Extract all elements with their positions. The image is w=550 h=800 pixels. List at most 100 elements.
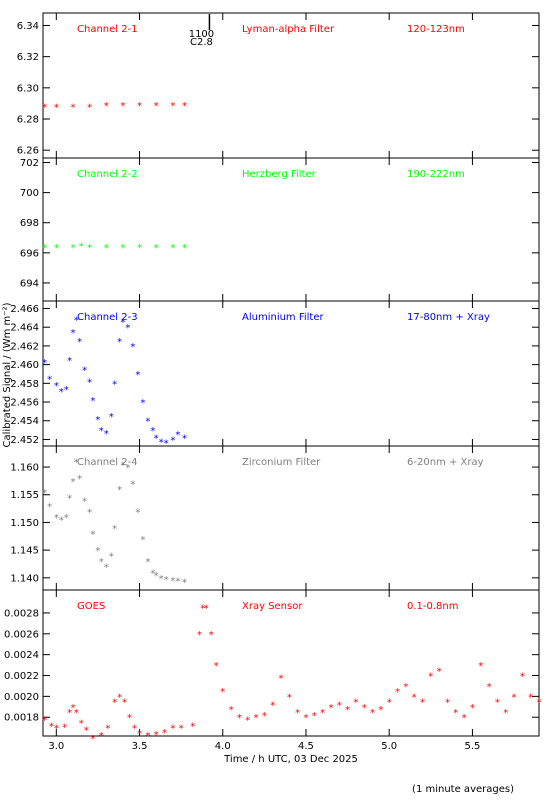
panel-2: 694 696 698 700 702 Channel 2-2 Herzberg Filte… <box>20 157 540 302</box>
data-point: * <box>170 724 175 735</box>
data-point: * <box>70 243 75 254</box>
data-point: * <box>495 698 500 709</box>
data-point: * <box>42 488 47 499</box>
data-point: * <box>470 703 475 714</box>
data-point: * <box>112 524 117 535</box>
y-tick-label: 6.26 <box>17 146 39 157</box>
data-point: * <box>270 701 275 712</box>
data-point: * <box>87 103 92 114</box>
data-point: * <box>320 708 325 719</box>
data-point: * <box>378 705 383 716</box>
data-point: * <box>84 726 89 737</box>
data-point: * <box>42 715 47 726</box>
y-tick-label: 1.150 <box>10 518 39 529</box>
data-point: * <box>112 698 117 709</box>
y-tick-label: 700 <box>20 188 39 199</box>
data-point: * <box>328 703 333 714</box>
channel-label: GOES <box>77 601 105 612</box>
filter-label: Zirconium Filter <box>242 457 321 468</box>
data-point: * <box>154 101 159 112</box>
chart-panels: 6.26 6.28 6.30 6.32 6.34 Channel 2-1 Lyman-alp… <box>4 12 542 745</box>
y-tick-label: 0.0024 <box>4 650 39 661</box>
data-point: * <box>74 708 79 719</box>
data-point: * <box>132 724 137 735</box>
panel-frame <box>42 589 540 737</box>
data-point: * <box>77 474 82 485</box>
y-tick-label: 0.0026 <box>4 629 39 640</box>
data-point: * <box>122 698 127 709</box>
y-tick-label: 2.464 <box>10 323 39 334</box>
flare-marker-class: C2.8 <box>190 37 213 48</box>
y-tick-label: 702 <box>20 158 39 169</box>
data-point: * <box>90 734 95 745</box>
footnote: (1 minute averages) <box>412 784 514 795</box>
data-point: * <box>67 708 72 719</box>
data-point: * <box>262 711 267 722</box>
flare-marker-time: 1100 <box>189 29 214 40</box>
data-point: * <box>170 101 175 112</box>
x-axis-label: Time / h UTC, 03 Dec 2025 <box>223 754 358 765</box>
data-point: * <box>528 692 533 703</box>
data-point: * <box>182 578 187 589</box>
data-point: * <box>428 672 433 683</box>
data-point: * <box>62 723 67 734</box>
data-point: * <box>453 708 458 719</box>
x-tick-label: 3.0 <box>48 741 64 752</box>
data-point: * <box>120 243 125 254</box>
y-tick-label: 0.0018 <box>4 713 39 724</box>
data-point: * <box>145 731 150 742</box>
data-point: * <box>130 480 135 491</box>
data-point: * <box>54 381 59 392</box>
y-tick-label: 0.0020 <box>4 692 39 703</box>
y-tick-label: 2.462 <box>10 341 39 352</box>
y-tick-label: 2.456 <box>10 398 39 409</box>
data-point: * <box>99 557 104 568</box>
data-point: * <box>295 708 300 719</box>
data-point: * <box>54 724 59 735</box>
y-tick-label: 2.466 <box>10 304 39 315</box>
data-point: * <box>47 375 52 386</box>
data-point: * <box>135 507 140 518</box>
data-point: * <box>117 692 122 703</box>
data-point: * <box>130 342 135 353</box>
data-point: * <box>190 722 195 733</box>
data-point: * <box>117 485 122 496</box>
series-points: ** * ******* *** * *** * * * * * * ********* * * ***** *… <box>42 604 541 745</box>
data-point: * <box>59 387 64 398</box>
data-point: * <box>312 711 317 722</box>
series-points: ******************************* <box>42 316 187 450</box>
data-point: * <box>59 516 64 527</box>
data-point: * <box>127 713 132 724</box>
data-point: * <box>104 101 109 112</box>
channel-label: Channel 2-2 <box>77 169 138 180</box>
data-point: * <box>79 718 84 729</box>
data-point: * <box>537 698 542 709</box>
x-tick-label: 4.5 <box>298 741 314 752</box>
data-point: * <box>104 243 109 254</box>
data-point: * <box>445 698 450 709</box>
x-tick-label: 5.5 <box>464 741 480 752</box>
data-point: * <box>140 535 145 546</box>
y-tick-label: 6.28 <box>17 115 39 126</box>
channel-label: Channel 2-4 <box>77 457 138 468</box>
series-points: ******************************* <box>42 458 187 589</box>
data-point: * <box>70 103 75 114</box>
data-point: * <box>120 460 125 471</box>
data-point: * <box>42 243 47 254</box>
data-point: * <box>412 692 417 703</box>
data-point: * <box>70 328 75 339</box>
data-point: * <box>204 604 209 615</box>
data-point: * <box>145 417 150 428</box>
data-point: * <box>370 708 375 719</box>
data-point: * <box>77 337 82 348</box>
data-point: * <box>182 434 187 445</box>
data-point: * <box>150 426 155 437</box>
data-point: * <box>140 398 145 409</box>
data-point: * <box>99 731 104 742</box>
data-point: * <box>179 724 184 735</box>
data-point: * <box>79 241 84 252</box>
data-point: * <box>287 692 292 703</box>
data-point: * <box>220 687 225 698</box>
x-tick-label: 5.0 <box>381 741 397 752</box>
data-point: * <box>175 577 180 588</box>
